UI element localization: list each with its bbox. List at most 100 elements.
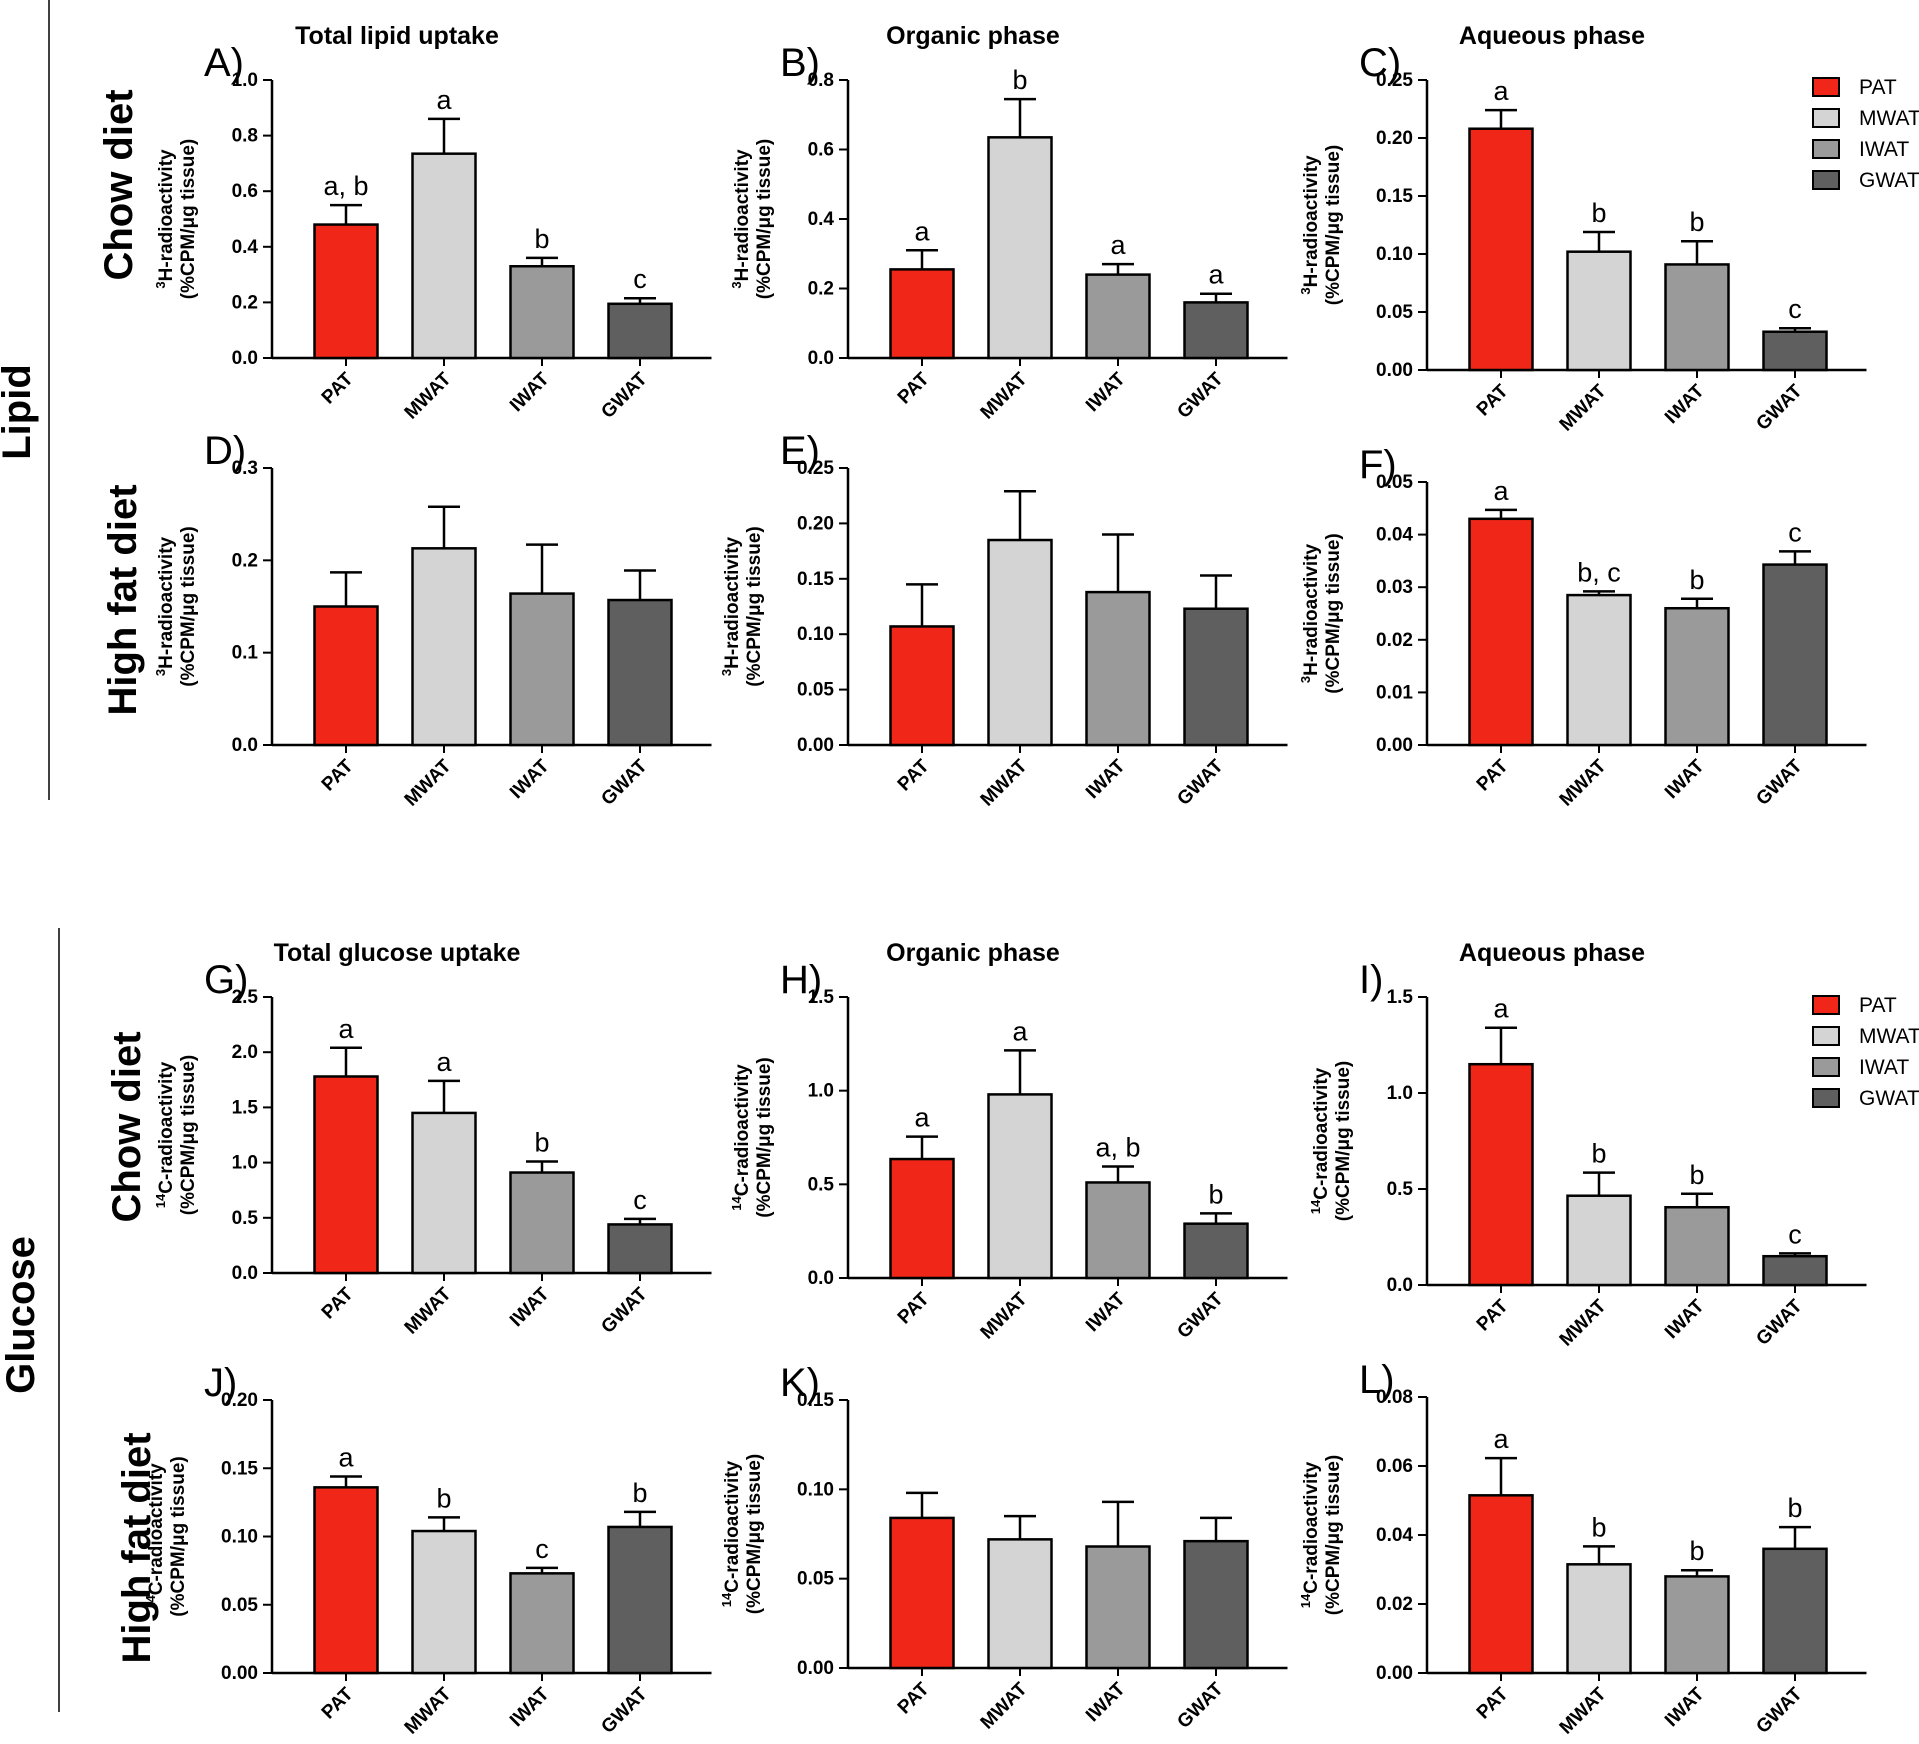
legend-swatch-mwat [1812, 108, 1840, 128]
y-tick-label: 0.5 [1387, 1179, 1414, 1200]
y-tick-label: 0.00 [1376, 1663, 1413, 1684]
bar-gwat [1183, 1539, 1249, 1670]
bar-iwat [1085, 1181, 1151, 1280]
panel-letter: A) [204, 41, 244, 85]
y-tick-label: 0.6 [808, 140, 834, 161]
y-tick-label: 0.4 [808, 209, 835, 230]
y-tick-label: 0.2 [232, 292, 258, 313]
y-tick-label: 0.10 [1376, 244, 1413, 265]
panel-letter: B) [780, 41, 820, 85]
x-tick-label: GWAT [1173, 1678, 1227, 1732]
legend-label: GWAT [1859, 1087, 1919, 1110]
y-tick-label: 1.5 [232, 1097, 259, 1118]
significance-label: c [1788, 1219, 1802, 1249]
row-label-lipid-hfd: High fat diet [101, 484, 145, 715]
significance-label: a [338, 1442, 354, 1472]
bar-mwat [1566, 1563, 1632, 1675]
x-tick-label: PAT [318, 1683, 358, 1723]
significance-label: b [1689, 207, 1704, 237]
y-axis-label-line1: C-radioactivity [1311, 1067, 1332, 1199]
bar-gwat [607, 1223, 673, 1275]
x-tick-label: IWAT [1082, 1678, 1130, 1726]
x-tick-label: IWAT [1082, 1288, 1130, 1336]
y-axis-isotope: 3 [1298, 287, 1313, 294]
chart-panels: A)Total lipid uptake0.00.20.40.60.81.03H… [143, 22, 1919, 1739]
bar-iwat [1664, 1575, 1730, 1675]
bar-mwat [987, 1093, 1053, 1280]
significance-label: a [1493, 994, 1509, 1024]
bar-gwat [1762, 1254, 1828, 1287]
y-tick-label: 0.02 [1376, 630, 1413, 651]
bar-iwat [509, 592, 575, 747]
legend-label: PAT [1859, 76, 1897, 99]
panel-letter: E) [780, 429, 820, 473]
bar-mwat [987, 1538, 1053, 1670]
bar-pat [313, 605, 379, 747]
bar-mwat [987, 538, 1053, 747]
y-tick-label: 0.00 [797, 735, 834, 756]
x-tick-label: GWAT [597, 1683, 651, 1737]
bar-iwat [1664, 263, 1730, 372]
bar-gwat [1183, 607, 1249, 747]
y-axis-label-line1: H-radioactivity [732, 149, 753, 281]
y-tick-label: 0.25 [1376, 70, 1413, 91]
panel-c: C) Aqueous phase 0.00 0.05 0.10 0.15 0.20 0.25 3… [1298, 22, 1919, 436]
bar-pat [313, 223, 379, 360]
legend-swatch-pat [1812, 77, 1840, 97]
y-tick-label: 0.0 [808, 1268, 834, 1289]
legend-swatch-iwat [1812, 139, 1840, 159]
y-axis-label-line2: (%CPM/μg tissue) [178, 526, 199, 686]
significance-label: b, c [1577, 557, 1621, 587]
y-axis-label: 3H-radioactivity [1298, 543, 1323, 683]
panel-title: Organic phase [886, 939, 1060, 967]
x-tick-label: PAT [318, 755, 358, 795]
y-tick-label: 0.2 [232, 550, 258, 571]
bar-mwat [411, 547, 477, 747]
bar-iwat [509, 265, 575, 360]
y-axis-label-line2: (%CPM/μg tissue) [754, 1057, 775, 1217]
panel-h: H) Organic phase 0.0 0.5 1.0 1.5 14C-radioacti… [729, 939, 1288, 1344]
bar-pat [1468, 1062, 1534, 1287]
legend-swatch-iwat [1812, 1057, 1840, 1077]
panel-i: I) Aqueous phase 0.0 0.5 1.0 1.5 14C-radioacti… [1308, 939, 1919, 1351]
bar-iwat [1085, 590, 1151, 747]
significance-label: a [914, 216, 930, 246]
y-axis-label-line1: C-radioactivity [156, 1061, 177, 1193]
y-axis-label-line2: (%CPM/μg tissue) [744, 1454, 765, 1614]
bar-iwat [1085, 273, 1151, 360]
bar-pat [889, 1157, 955, 1280]
row-label-lipid-chow: Chow diet [97, 89, 141, 280]
x-tick-label: MWAT [1556, 1295, 1611, 1350]
y-tick-label: 0.06 [1376, 1456, 1413, 1477]
y-axis-label: 3H-radioactivity [729, 149, 754, 289]
y-tick-label: 0.0 [232, 348, 258, 369]
panel-title: Total glucose uptake [274, 939, 521, 967]
y-tick-label: 0.05 [221, 1595, 258, 1616]
y-axis-label-line2: (%CPM/μg tissue) [1323, 145, 1344, 305]
y-tick-label: 0.08 [1376, 1387, 1413, 1408]
x-tick-label: GWAT [597, 755, 651, 809]
y-tick-label: 1.0 [232, 70, 258, 91]
significance-label: c [535, 1534, 549, 1564]
significance-label: a [436, 85, 452, 115]
y-axis-label-line2: (%CPM/μg tissue) [1323, 1455, 1344, 1615]
panel-letter: K) [780, 1361, 820, 1405]
y-tick-label: 1.0 [1387, 1083, 1413, 1104]
y-axis-isotope: 14 [729, 1195, 744, 1210]
y-axis-label-line2: (%CPM/μg tissue) [744, 526, 765, 686]
y-tick-label: 2.5 [232, 987, 259, 1008]
y-tick-label: 0.10 [797, 624, 834, 645]
x-tick-label: GWAT [1173, 1288, 1227, 1342]
legend-label: IWAT [1859, 138, 1909, 161]
x-tick-label: MWAT [401, 368, 456, 423]
y-axis-label-line1: H-radioactivity [1301, 543, 1322, 675]
legend-label: IWAT [1859, 1056, 1909, 1079]
bar-mwat [987, 136, 1053, 360]
bar-mwat [1566, 250, 1632, 372]
y-axis-isotope: 14 [719, 1592, 734, 1607]
panel-g: G) Total glucose uptake 0.0 0.5 1.0 1.5 2.0 2.5… [153, 939, 712, 1339]
legend-swatch-mwat [1812, 1026, 1840, 1046]
y-tick-label: 0.20 [797, 513, 834, 534]
legend-swatch-gwat [1812, 170, 1840, 190]
significance-label: a [1493, 1424, 1509, 1454]
